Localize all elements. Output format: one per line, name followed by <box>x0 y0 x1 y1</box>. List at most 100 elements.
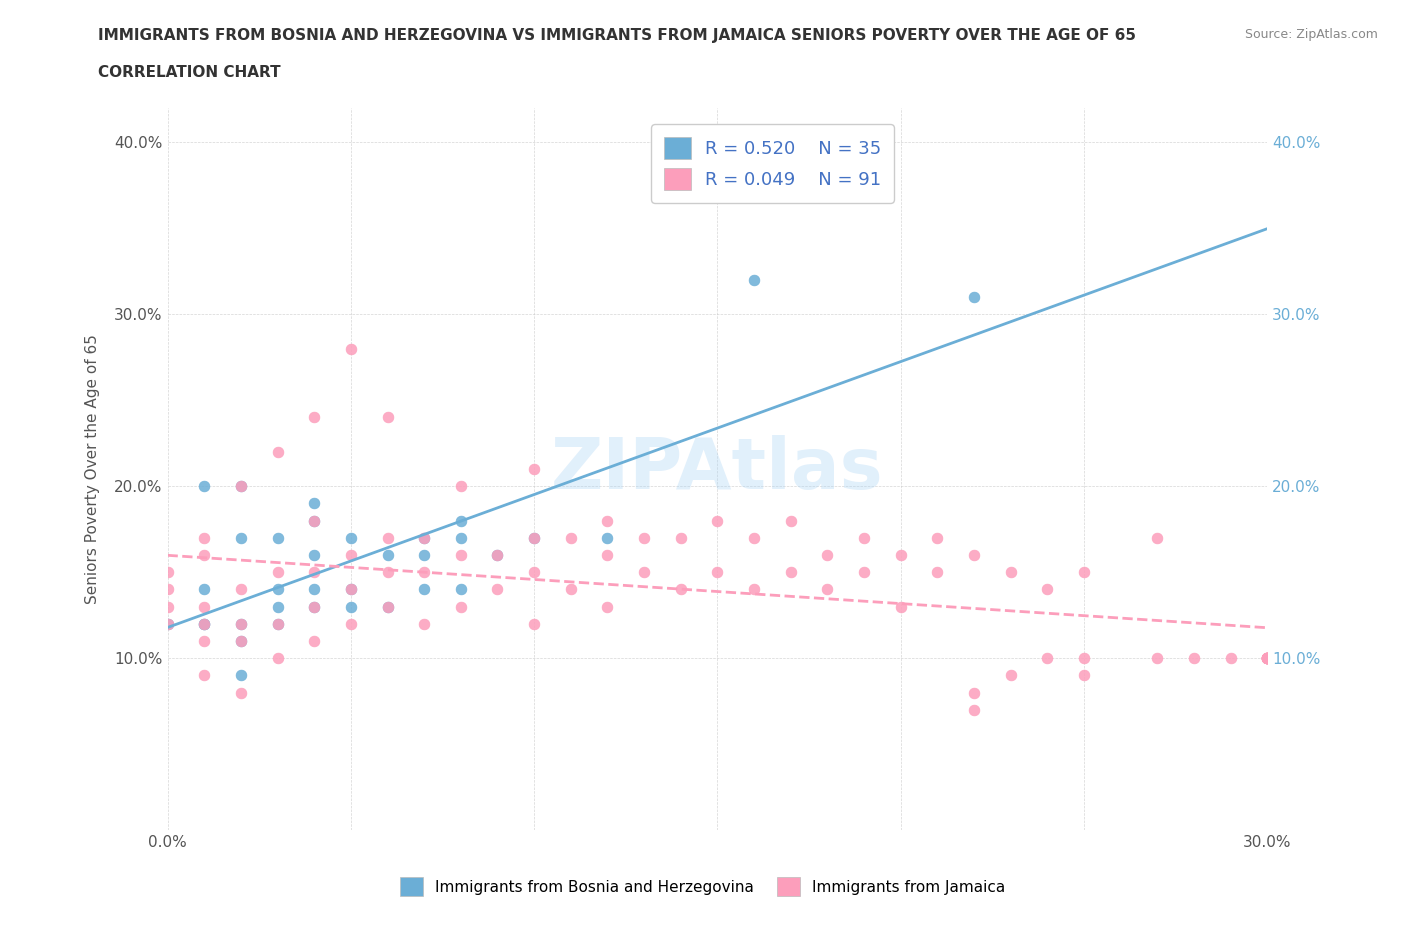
Point <box>413 617 436 631</box>
Text: CORRELATION CHART: CORRELATION CHART <box>98 65 281 80</box>
Point <box>193 617 215 631</box>
Point <box>266 445 288 459</box>
Point <box>340 599 363 614</box>
Point <box>377 599 399 614</box>
Point <box>963 685 986 700</box>
Point <box>193 479 215 494</box>
Point <box>523 530 546 545</box>
Point <box>742 272 765 287</box>
Point <box>450 530 472 545</box>
Point <box>450 548 472 563</box>
Point <box>302 496 325 511</box>
Point <box>302 513 325 528</box>
Point <box>340 548 363 563</box>
Point <box>377 530 399 545</box>
Point <box>486 548 509 563</box>
Point <box>377 548 399 563</box>
Point <box>890 599 912 614</box>
Point <box>266 617 288 631</box>
Point <box>229 479 252 494</box>
Point <box>340 582 363 597</box>
Legend: R = 0.520    N = 35, R = 0.049    N = 91: R = 0.520 N = 35, R = 0.049 N = 91 <box>651 125 894 203</box>
Point <box>1256 651 1278 666</box>
Legend: Immigrants from Bosnia and Herzegovina, Immigrants from Jamaica: Immigrants from Bosnia and Herzegovina, … <box>392 870 1014 904</box>
Point <box>1146 530 1168 545</box>
Point <box>156 617 179 631</box>
Point <box>560 530 582 545</box>
Point <box>413 530 436 545</box>
Point <box>1256 651 1278 666</box>
Text: ZIPAtlas: ZIPAtlas <box>551 434 884 503</box>
Point <box>266 530 288 545</box>
Point <box>560 582 582 597</box>
Point <box>156 599 179 614</box>
Point <box>853 530 876 545</box>
Y-axis label: Seniors Poverty Over the Age of 65: Seniors Poverty Over the Age of 65 <box>86 334 100 604</box>
Point <box>229 633 252 648</box>
Point <box>340 617 363 631</box>
Point <box>193 530 215 545</box>
Point <box>1256 651 1278 666</box>
Point <box>1219 651 1241 666</box>
Point <box>815 582 838 597</box>
Point <box>742 530 765 545</box>
Point <box>596 513 619 528</box>
Point <box>927 565 949 579</box>
Point <box>927 530 949 545</box>
Point <box>229 617 252 631</box>
Point <box>450 479 472 494</box>
Point <box>1036 651 1059 666</box>
Point <box>229 685 252 700</box>
Point <box>706 565 728 579</box>
Point <box>229 530 252 545</box>
Point <box>963 548 986 563</box>
Point <box>193 617 215 631</box>
Point <box>377 410 399 425</box>
Point <box>486 582 509 597</box>
Point <box>523 565 546 579</box>
Point <box>413 548 436 563</box>
Point <box>1256 651 1278 666</box>
Point <box>1256 651 1278 666</box>
Point <box>1256 651 1278 666</box>
Point <box>413 530 436 545</box>
Point <box>302 548 325 563</box>
Point <box>413 565 436 579</box>
Point <box>1073 565 1095 579</box>
Point <box>266 565 288 579</box>
Point <box>669 582 692 597</box>
Point <box>1182 651 1205 666</box>
Point <box>596 530 619 545</box>
Point <box>596 599 619 614</box>
Point <box>413 582 436 597</box>
Point <box>229 582 252 597</box>
Point <box>193 617 215 631</box>
Point <box>340 582 363 597</box>
Point <box>229 633 252 648</box>
Point <box>815 548 838 563</box>
Point <box>1000 565 1022 579</box>
Point <box>450 599 472 614</box>
Text: IMMIGRANTS FROM BOSNIA AND HERZEGOVINA VS IMMIGRANTS FROM JAMAICA SENIORS POVERT: IMMIGRANTS FROM BOSNIA AND HERZEGOVINA V… <box>98 28 1136 43</box>
Point <box>193 582 215 597</box>
Point <box>853 565 876 579</box>
Point <box>302 410 325 425</box>
Text: Source: ZipAtlas.com: Source: ZipAtlas.com <box>1244 28 1378 41</box>
Point <box>450 582 472 597</box>
Point <box>779 565 801 579</box>
Point <box>596 548 619 563</box>
Point <box>193 668 215 683</box>
Point <box>156 617 179 631</box>
Point <box>302 565 325 579</box>
Point <box>229 479 252 494</box>
Point <box>302 599 325 614</box>
Point <box>523 530 546 545</box>
Point <box>1146 651 1168 666</box>
Point <box>266 582 288 597</box>
Point <box>450 513 472 528</box>
Point <box>302 633 325 648</box>
Point <box>193 548 215 563</box>
Point <box>266 599 288 614</box>
Point <box>1073 651 1095 666</box>
Point <box>229 617 252 631</box>
